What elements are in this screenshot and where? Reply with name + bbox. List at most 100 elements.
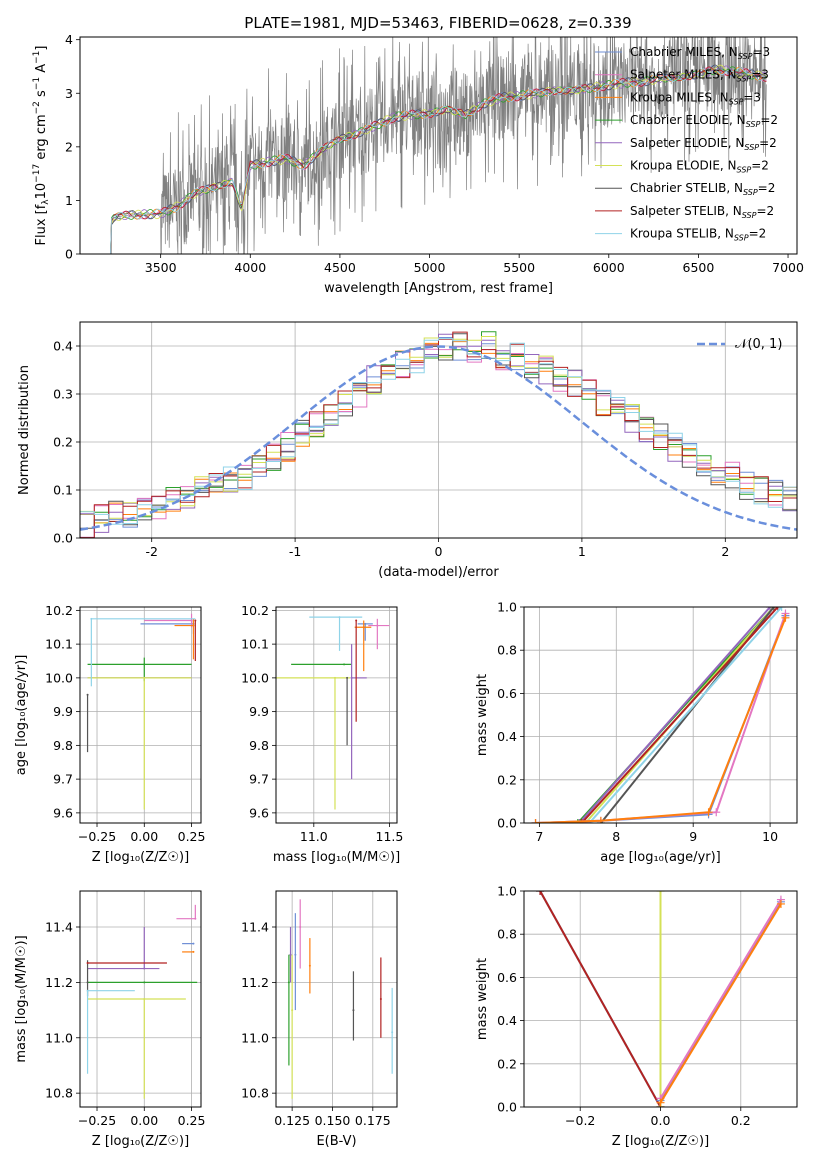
y-axis-label: mass weight xyxy=(475,958,490,1040)
x-tick-label: 0.25 xyxy=(178,829,206,844)
legend-entry: Salpeter STELIB, NSSP=2 xyxy=(630,204,774,220)
plus-marker xyxy=(575,819,584,823)
data-point-errorbar xyxy=(291,954,294,1099)
x-tick-label: 11.0 xyxy=(300,829,328,844)
data-point xyxy=(143,676,146,679)
plus-marker xyxy=(766,607,775,611)
y-tick-label: 0.3 xyxy=(53,387,73,402)
cumulative-line xyxy=(659,903,782,1104)
cumulative-line xyxy=(535,617,787,823)
observed-spectrum-line xyxy=(110,37,767,254)
y-tick-label: 0.0 xyxy=(53,531,73,546)
cumulative-line xyxy=(659,901,782,1102)
data-point-errorbar xyxy=(346,676,349,746)
x-axis-label: age [log₁₀(age/yr)] xyxy=(600,850,721,865)
data-point-errorbar xyxy=(174,618,195,660)
y-axis-label-part: −2 xyxy=(32,101,42,114)
y-axis-label-part: −1 xyxy=(32,77,42,90)
x-tick-label: 4000 xyxy=(234,260,266,275)
data-point xyxy=(143,663,146,666)
data-point xyxy=(90,617,93,620)
data-point-errorbar xyxy=(308,938,311,994)
y-tick-label: 1.0 xyxy=(497,600,517,615)
data-point xyxy=(362,626,365,629)
plus-marker xyxy=(536,891,545,895)
y-tick-label: 10.0 xyxy=(45,670,73,685)
x-tick-label: 0.00 xyxy=(130,1113,158,1128)
data-point-errorbar xyxy=(87,676,192,810)
data-point xyxy=(289,953,292,956)
legend-count: =2 xyxy=(760,113,778,127)
data-point-errorbar xyxy=(276,676,351,810)
legend-count: =3 xyxy=(752,45,770,59)
legend-label: Salpeter MILES, N xyxy=(630,68,737,82)
mass-vs-ebv-panel: 0.125 0.150 0.175 10.8 11.0 11.2 11.4 E(B-V) xyxy=(241,890,398,1149)
data-point-errorbar xyxy=(294,913,297,1011)
x-axis-label: mass [log₁₀(M/M☉)] xyxy=(273,850,400,865)
data-point-errorbar xyxy=(309,616,363,651)
grid-lines xyxy=(524,606,797,824)
legend-count: =2 xyxy=(758,181,776,195)
plot-area xyxy=(110,37,767,254)
x-tick-label: 6500 xyxy=(683,260,715,275)
y-tick-label: 0.1 xyxy=(53,483,73,498)
age-vs-mass-panel: 11.0 11.5 9.6 9.7 9.8 9.9 10.0 10.1 10.2 mass [lo… xyxy=(241,603,403,865)
legend-label: Kroupa MILES, N xyxy=(630,90,729,104)
y-tick-label: 11.2 xyxy=(241,975,269,990)
grid-lines xyxy=(80,607,201,823)
data-point-errorbar xyxy=(87,927,160,970)
data-point-errorbar xyxy=(391,987,394,1074)
y-axis-label-part: A xyxy=(34,64,49,77)
plus-marker xyxy=(704,808,713,817)
data-point-errorbar xyxy=(354,620,372,672)
y-tick-label: 9.6 xyxy=(53,805,73,820)
axes-frame xyxy=(275,890,398,1108)
plot-area xyxy=(287,899,394,1099)
data-point-errorbar xyxy=(140,620,195,634)
y-axis-label-part: λ xyxy=(41,199,51,205)
model-spectrum-line xyxy=(110,67,767,254)
model-spectrum-line xyxy=(110,64,767,254)
y-tick-label: 1 xyxy=(65,193,73,208)
legend-label: Chabrier MILES, N xyxy=(630,45,738,59)
y-tick-label: 10.8 xyxy=(45,1086,73,1101)
legend-entry: Salpeter ELODIE, NSSP=2 xyxy=(630,136,777,152)
plot-area xyxy=(536,891,785,1107)
x-tick-label: -2 xyxy=(145,544,157,559)
y-axis-label-part: ] xyxy=(34,46,49,51)
legend-entry: Chabrier MILES, NSSP=3 xyxy=(630,45,770,61)
legend-subscript: SSP xyxy=(744,143,759,152)
plus-marker xyxy=(776,899,785,908)
residuals-panel: -2 -1 0 1 2 0.0 0.1 0.2 0.3 0.4 (data-model)/error… xyxy=(17,321,798,580)
cumulative-line xyxy=(539,891,662,1107)
data-point xyxy=(343,663,346,666)
cumulative-line xyxy=(588,607,783,823)
plus-marker xyxy=(781,613,790,622)
y-tick-label: 0.0 xyxy=(497,816,517,831)
y-tick-label: 0.4 xyxy=(53,339,73,354)
data-point-errorbar xyxy=(90,617,196,687)
y-tick-label: 10.8 xyxy=(241,1086,269,1101)
data-point xyxy=(86,989,89,992)
legend-entry: Kroupa ELODIE, NSSP=2 xyxy=(630,159,769,175)
y-tick-label: 0 xyxy=(65,247,73,262)
data-point-errorbar xyxy=(86,989,135,1074)
legend-count: =2 xyxy=(756,204,774,218)
axes-frame xyxy=(275,606,398,824)
grid-lines xyxy=(276,607,397,823)
legend-subscript: SSP xyxy=(729,97,744,106)
y-axis-label-part: Flux [f xyxy=(34,204,49,245)
legend-count: =3 xyxy=(751,68,769,82)
y-axis-label: age [log₁₀(age/yr)] xyxy=(14,655,29,776)
spectrum-panel: 3500 4000 4500 5000 5500 6000 6500 7000 0 1 2 3 4 wav… xyxy=(32,32,804,296)
y-tick-label: 1.0 xyxy=(497,884,517,899)
legend-subscript: SSP xyxy=(737,166,752,175)
legend-label: Kroupa ELODIE, N xyxy=(630,159,737,173)
data-point-errorbar xyxy=(182,950,195,953)
data-point xyxy=(376,624,379,627)
legend-entry: Kroupa STELIB, NSSP=2 xyxy=(630,227,766,243)
x-tick-label: 7000 xyxy=(772,260,804,275)
residual-histogram-step xyxy=(80,333,797,529)
legend-count: =3 xyxy=(743,90,761,104)
